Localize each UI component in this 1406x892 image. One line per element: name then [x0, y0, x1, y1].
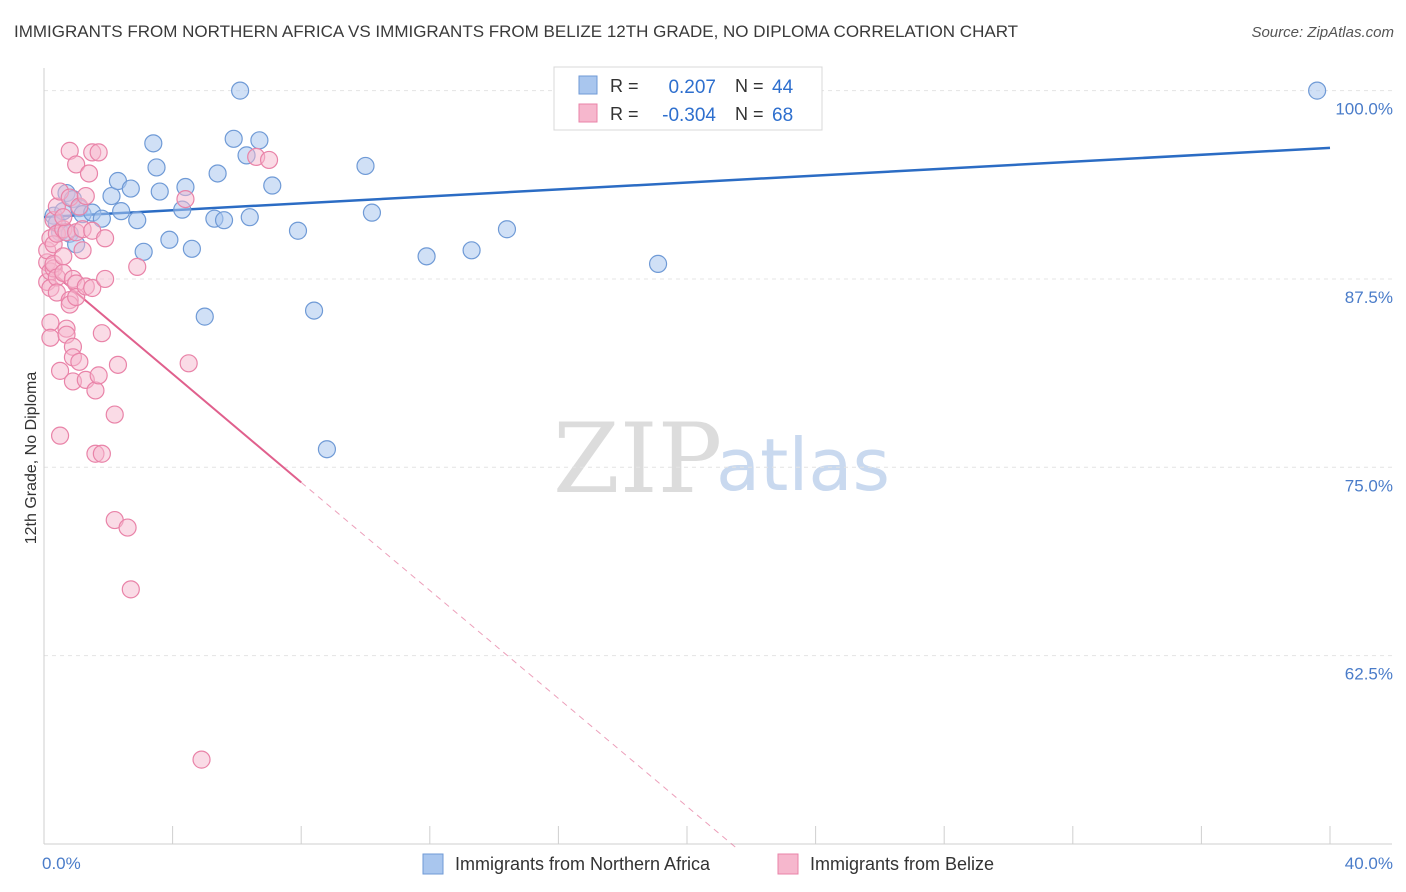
- y-axis-title: 12th Grade, No Diploma: [23, 372, 40, 545]
- stats-legend-r-value-blue: 0.207: [668, 77, 716, 98]
- point-belize: [89, 143, 108, 162]
- point-northern-africa: [224, 129, 243, 148]
- point-belize: [121, 580, 140, 599]
- stats-legend-r-label-pink: R =: [610, 104, 639, 124]
- x-tick-label-max: 40.0%: [1345, 854, 1393, 873]
- point-belize: [54, 208, 73, 227]
- point-belize: [176, 189, 195, 209]
- source-label: Source: ZipAtlas.com: [1251, 24, 1394, 41]
- point-northern-africa: [356, 156, 375, 176]
- series-northern-africa-points: [44, 81, 1327, 459]
- chart-title: IMMIGRANTS FROM NORTHERN AFRICA VS IMMIG…: [14, 22, 1019, 41]
- point-northern-africa: [182, 239, 201, 258]
- point-belize: [67, 155, 86, 174]
- point-northern-africa: [147, 158, 166, 177]
- y-tick-label: 62.5%: [1345, 665, 1393, 684]
- y-tick-label: 100.0%: [1335, 100, 1393, 119]
- series-legend-label-belize: Immigrants from Belize: [810, 854, 994, 874]
- trend-line-belize-extension: [300, 481, 736, 848]
- point-belize: [118, 518, 137, 537]
- point-northern-africa: [317, 440, 337, 459]
- watermark-zip: ZIP: [553, 403, 722, 515]
- y-tick-labels: 62.5% 75.0% 87.5% 100.0%: [1335, 100, 1393, 684]
- point-northern-africa: [195, 307, 214, 326]
- point-belize: [73, 241, 92, 260]
- axes: [43, 68, 1392, 845]
- point-northern-africa: [304, 301, 324, 320]
- point-belize: [92, 324, 111, 343]
- point-belize: [41, 313, 60, 332]
- point-belize: [192, 750, 211, 769]
- series-legend: Immigrants from Northern Africa Immigran…: [422, 853, 994, 875]
- point-belize: [105, 405, 124, 424]
- point-belize: [92, 444, 111, 463]
- point-belize: [89, 366, 108, 385]
- point-belize: [76, 186, 95, 206]
- point-northern-africa: [231, 81, 250, 100]
- point-belize: [95, 269, 115, 289]
- point-northern-africa: [417, 247, 436, 266]
- point-belize: [108, 355, 128, 374]
- point-northern-africa: [362, 203, 382, 222]
- series-legend-swatch-belize: [777, 853, 799, 875]
- stats-legend-swatch-blue: [578, 75, 598, 95]
- point-belize: [50, 361, 70, 380]
- point-northern-africa: [92, 209, 111, 228]
- x-tick-label-min: 0.0%: [42, 854, 81, 873]
- series-belize-points: [38, 141, 279, 769]
- gridlines: [44, 90, 1392, 657]
- point-belize: [95, 229, 115, 248]
- watermark-atlas: atlas: [716, 423, 890, 507]
- y-tick-label: 75.0%: [1345, 476, 1393, 495]
- point-northern-africa: [462, 241, 481, 260]
- trend-line-belize: [43, 264, 302, 484]
- stats-legend-r-value-pink: -0.304: [662, 105, 716, 126]
- point-northern-africa: [250, 131, 269, 150]
- point-belize: [86, 381, 105, 400]
- stats-legend-n-label-pink: N =: [735, 104, 764, 124]
- point-northern-africa: [214, 211, 234, 230]
- point-northern-africa: [497, 220, 517, 239]
- stats-legend-n-value-blue: 44: [772, 77, 794, 98]
- point-belize: [179, 354, 198, 373]
- point-northern-africa: [648, 254, 668, 273]
- y-tick-label: 87.5%: [1345, 288, 1393, 307]
- point-northern-africa: [102, 186, 121, 206]
- point-northern-africa: [240, 208, 259, 227]
- point-northern-africa: [263, 176, 282, 195]
- stats-legend-n-value-pink: 68: [772, 105, 793, 126]
- point-belize: [79, 164, 99, 183]
- point-northern-africa: [144, 134, 163, 153]
- point-belize: [70, 352, 89, 371]
- series-legend-label-northern-africa: Immigrants from Northern Africa: [455, 854, 711, 874]
- stats-legend: R = 0.207 N = 44 R = -0.304 N = 68: [553, 66, 823, 131]
- stats-legend-swatch-pink: [578, 103, 598, 123]
- series-legend-swatch-northern-africa: [422, 853, 444, 875]
- point-belize: [128, 257, 147, 276]
- trend-line-northern-africa: [43, 146, 1331, 219]
- point-northern-africa: [112, 202, 131, 221]
- point-belize: [41, 328, 60, 347]
- stats-legend-r-label-blue: R =: [610, 76, 639, 96]
- point-belize: [50, 426, 70, 445]
- point-belize: [259, 150, 279, 170]
- point-northern-africa: [121, 179, 140, 198]
- point-northern-africa: [134, 242, 153, 261]
- point-northern-africa: [150, 182, 169, 201]
- point-belize: [54, 247, 73, 266]
- point-northern-africa: [160, 230, 179, 249]
- point-northern-africa: [128, 211, 147, 230]
- trend-lines: [43, 146, 1331, 848]
- point-northern-africa: [208, 164, 227, 183]
- stats-legend-n-label-blue: N =: [735, 76, 764, 96]
- point-northern-africa: [1308, 81, 1327, 100]
- point-belize: [83, 278, 102, 298]
- point-northern-africa: [288, 221, 308, 240]
